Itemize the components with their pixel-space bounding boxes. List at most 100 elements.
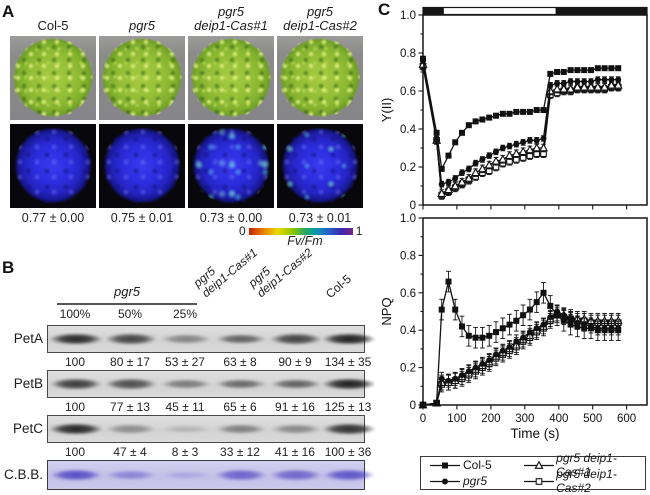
legend-item: Col-5 [429, 458, 523, 473]
legend-label: pgr5 [463, 474, 488, 488]
dilution-label: 25% [172, 307, 198, 321]
protein-band [49, 378, 103, 390]
genotype-name: pgr5 deip1-Cas#1 [180, 2, 282, 33]
marker-triangle-open [566, 84, 576, 93]
protein-band [49, 332, 103, 346]
legend-marker-triangle-open [524, 460, 554, 469]
protein-band [104, 333, 158, 345]
marker-circle-filled [459, 372, 465, 379]
lane-label-rotated: Col-5 [323, 272, 354, 301]
marker-triangle-open [443, 184, 454, 194]
fvfm-value: 0.77 ± 0.00 [21, 211, 85, 225]
y-tick-label: 0.4 [400, 325, 417, 337]
protein-band [162, 425, 210, 433]
panel-b: pgr5 100% 50% 25% pgr5 deip1-Cas#1 pgr5 deip1-… [0, 246, 376, 491]
protein-band [106, 424, 156, 434]
marker-square-filled [554, 69, 561, 75]
marker-circle-filled [479, 360, 486, 367]
marker-circle-filled [493, 351, 499, 358]
marker-square-filled [581, 325, 588, 332]
marker-circle-filled [560, 80, 567, 87]
marker-square-filled [594, 65, 601, 72]
marker-square-filled [438, 165, 445, 172]
protein-band [322, 377, 376, 391]
band-quantification: 100 [64, 355, 86, 369]
y-axis-label: NPQ [379, 297, 394, 325]
marker-square-filled [493, 112, 499, 119]
marker-triangle-open [606, 80, 616, 89]
dilution-group-label: pgr5 [113, 284, 141, 299]
marker-circle-filled [506, 143, 513, 150]
marker-square-filled [445, 278, 452, 285]
scalebar-min: 0 [239, 224, 246, 238]
marker-square-filled [465, 332, 472, 339]
marker-square-filled [499, 110, 506, 117]
fvfm-fluorescence-image [99, 124, 185, 208]
marker-square-filled [615, 65, 622, 72]
band-quantification: 100 [64, 400, 86, 414]
protein-band [215, 469, 267, 481]
marker-circle-filled [601, 76, 608, 83]
fvfm-value: 0.73 ± 0.01 [288, 211, 352, 225]
x-axis-label: Time (s) [511, 426, 560, 441]
marker-triangle-open [559, 84, 569, 93]
panel-b-label: B [2, 258, 15, 277]
genotype-name-line: pgr5 [128, 18, 156, 33]
fvfm-value: 0.75 ± 0.01 [110, 211, 174, 225]
marker-circle-filled [442, 478, 448, 484]
marker-triangle-open [600, 82, 610, 91]
seedling-photo [277, 36, 363, 120]
marker-circle-filled [499, 145, 506, 151]
marker-circle-filled [588, 78, 594, 85]
marker-circle-filled [506, 344, 513, 350]
marker-square-filled [459, 323, 465, 330]
marker-triangle-open [511, 148, 521, 158]
marker-circle-filled [465, 368, 472, 375]
marker-triangle-open [450, 181, 460, 190]
marker-square-filled [506, 110, 513, 117]
marker-circle-filled [581, 78, 588, 85]
marker-square-filled [486, 332, 493, 339]
marker-square-filled [560, 69, 567, 75]
y-tick-label: 0.6 [400, 288, 416, 300]
marker-circle-filled [465, 165, 472, 172]
marker-square-filled [526, 108, 533, 115]
y-tick-label: 0.4 [400, 124, 417, 136]
dilution-label: 50% [117, 307, 143, 321]
x-tick-label: 400 [549, 413, 568, 425]
marker-triangle-open [484, 160, 494, 169]
protein-band [270, 469, 322, 481]
blot-row-label: PetC [12, 421, 43, 436]
marker-circle-filled [445, 179, 452, 186]
y-tick-label: 0.6 [400, 86, 416, 98]
marker-square-filled [499, 325, 506, 332]
genotype-name: pgr5 deip1-Cas#2 [269, 2, 371, 33]
y-tick-label: 0 [410, 200, 416, 212]
marker-circle-filled [452, 175, 459, 182]
blot-row-label: C.B.B. [3, 467, 43, 482]
marker-square-filled [547, 70, 554, 77]
protein-band [49, 422, 103, 436]
protein-band [161, 379, 211, 389]
marker-triangle-open [572, 82, 582, 91]
marker-circle-filled [594, 76, 601, 83]
marker-circle-filled [513, 338, 520, 345]
legend-marker-circle-filled [430, 478, 460, 484]
genotype-column: pgr5 deip1-Cas#2 0.73 ± 0.01 [277, 0, 363, 226]
marker-square-filled [574, 67, 581, 74]
marker-square-filled [615, 327, 622, 334]
marker-square-filled [472, 118, 479, 125]
marker-triangle-open [586, 82, 596, 91]
western-blot-strip [47, 415, 376, 443]
marker-square-filled [608, 327, 615, 334]
y-tick-label: 0 [410, 400, 416, 412]
protein-band [106, 470, 156, 480]
fvfm-scalebar-label: Fv/Fm [287, 234, 323, 248]
protein-band [162, 470, 210, 480]
marker-circle-filled [459, 169, 465, 176]
x-tick-label: 500 [583, 413, 602, 425]
marker-circle-filled [533, 325, 540, 332]
dilution-label: 100% [59, 307, 91, 321]
marker-square-filled [601, 327, 608, 334]
marker-circle-filled [567, 78, 574, 85]
